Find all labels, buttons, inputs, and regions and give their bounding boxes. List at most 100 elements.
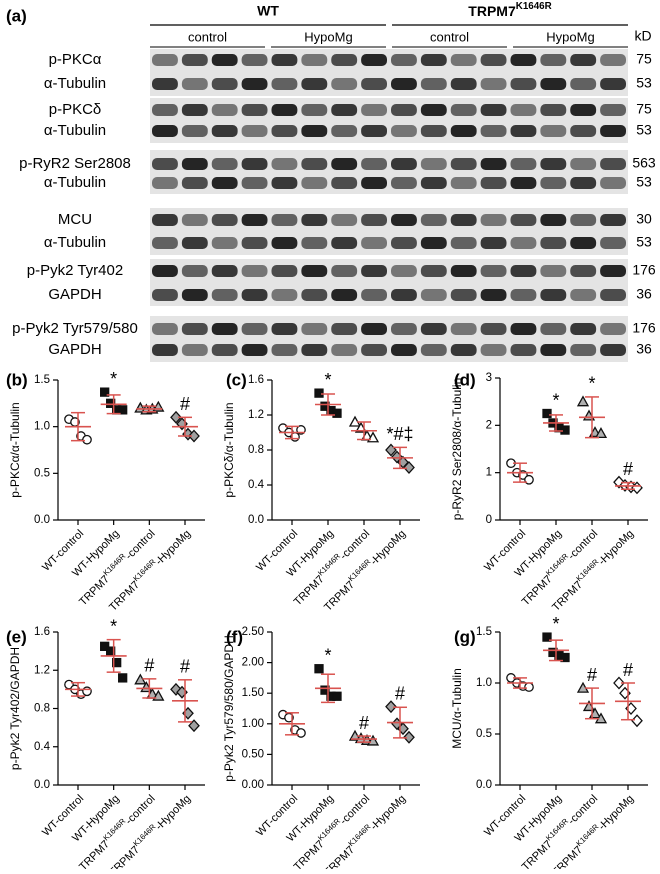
blot-band [361, 237, 387, 249]
y-axis-label: p-Pyk2 Tyr579/580/GAPDH [222, 635, 236, 782]
blot-band [181, 125, 208, 137]
blot-band [331, 54, 358, 66]
subgroup-label: control [430, 29, 469, 44]
error-bar [178, 416, 192, 437]
significance-mark: * [324, 645, 331, 665]
blot-band [301, 158, 328, 170]
error-bar [71, 411, 85, 442]
blot-band [241, 125, 268, 137]
blot-band [540, 344, 567, 356]
blot-band [361, 214, 387, 226]
blot-band [152, 177, 178, 189]
blot-band [480, 265, 507, 277]
kd-label: 176 [632, 320, 656, 336]
blot-band [152, 104, 178, 116]
subgroup-label: HypoMg [546, 29, 594, 44]
blot-band [540, 214, 567, 226]
kd-label: 53 [636, 174, 652, 190]
blot-band [271, 78, 298, 90]
y-tick-label: 0.8 [34, 703, 50, 715]
error-bar [549, 639, 563, 662]
y-tick-label: 1.2 [34, 664, 50, 676]
error-bar [621, 682, 635, 721]
significance-mark: # [144, 656, 154, 676]
error-bar [513, 462, 527, 483]
blot-band [271, 323, 298, 335]
blot-band [540, 54, 567, 66]
blot-band [510, 344, 537, 356]
error-bar [357, 735, 371, 743]
blot-band [600, 177, 626, 189]
error-bar [513, 677, 527, 689]
blot-band [510, 237, 537, 249]
error-bar [393, 446, 407, 470]
blot-band [271, 54, 298, 66]
error-bar [621, 481, 635, 490]
y-axis-label: p-RyR2 Ser2808/α-Tubulin [450, 378, 464, 521]
blot-band [450, 104, 477, 116]
panel-label: (e) [6, 627, 27, 646]
kd-label: 75 [636, 51, 652, 67]
blot-band [152, 125, 178, 137]
blot-band [391, 177, 417, 189]
blot-band [271, 237, 298, 249]
blot-band [152, 54, 178, 66]
blot-band [510, 265, 537, 277]
significance-mark: # [180, 394, 190, 414]
data-point [560, 652, 570, 663]
blot-band [301, 104, 328, 116]
kd-label: 75 [636, 101, 652, 117]
blot-band [450, 158, 477, 170]
blot-band [152, 237, 178, 249]
protein-label: p-RyR2 Ser2808 [19, 155, 131, 172]
blot-band [361, 289, 387, 301]
blot-band [181, 289, 208, 301]
kd-label: 30 [636, 211, 652, 227]
blot-band [450, 237, 477, 249]
blot-band [211, 54, 238, 66]
blot-band [211, 214, 238, 226]
blot-band [480, 289, 507, 301]
blot-band [450, 344, 477, 356]
blot-band [391, 289, 417, 301]
blot-band [570, 265, 597, 277]
y-tick-label: 0.0 [34, 514, 50, 526]
error-bar [357, 421, 371, 441]
blot-band [420, 78, 447, 90]
y-tick-label: 1.0 [34, 421, 50, 433]
blot-band [420, 214, 447, 226]
data-point [576, 395, 590, 407]
data-point [542, 632, 552, 642]
blot-band [540, 158, 567, 170]
y-tick-label: 3 [486, 372, 492, 384]
y-axis-label: p-PKCα/α-Tubulin [8, 402, 22, 497]
blot-band [600, 125, 626, 137]
kd-label: 53 [636, 234, 652, 250]
y-tick-label: 0.4 [248, 479, 265, 491]
data-point [403, 461, 415, 474]
blot-band [420, 125, 447, 137]
blot-band [540, 78, 567, 90]
data-point [134, 401, 147, 413]
blot-band [271, 344, 298, 356]
blot-band [331, 78, 358, 90]
blot-band [510, 214, 537, 226]
significance-mark: # [395, 683, 405, 703]
blot-band [391, 78, 417, 90]
blot-band [570, 323, 597, 335]
group-label: TRPM7K1646R [468, 1, 551, 19]
blot-band [331, 323, 358, 335]
blot-band [570, 125, 597, 137]
blot-band [391, 323, 417, 335]
blot-band [331, 289, 358, 301]
blot-band [211, 265, 238, 277]
y-tick-label: 2.00 [242, 657, 264, 669]
blot-band [391, 158, 417, 170]
blot-band [181, 237, 208, 249]
blot-band [331, 265, 358, 277]
blot-band [301, 344, 328, 356]
blot-band [510, 323, 537, 335]
blot-band [600, 54, 626, 66]
blot-band [301, 125, 328, 137]
